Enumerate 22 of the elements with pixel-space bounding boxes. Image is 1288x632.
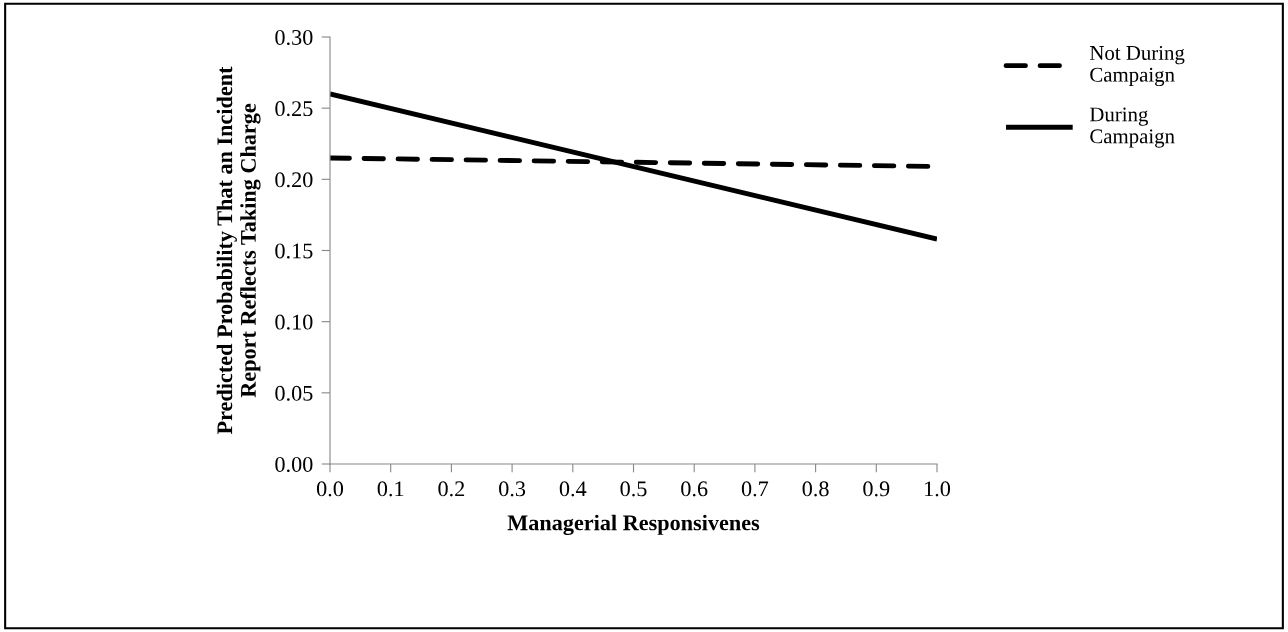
x-tick-label: 0.7 — [741, 481, 769, 497]
legend-label: During Campaign — [1089, 107, 1175, 148]
y-tick-label: 0.15 — [275, 243, 313, 259]
x-tick-label: 0.6 — [681, 481, 708, 497]
y-tick-label: 0.25 — [275, 101, 313, 117]
x-tick-label: 0.8 — [802, 481, 829, 497]
x-tick-label: 0.9 — [863, 481, 890, 497]
x-tick-label: 0.1 — [377, 481, 404, 497]
x-axis-title: Managerial Responsivenes — [507, 514, 760, 536]
x-tick-label: 1.0 — [925, 481, 951, 497]
y-tick-label: 0.00 — [275, 456, 313, 473]
x-tick-label: 0.5 — [620, 481, 647, 497]
y-axis-title: Predicted Probability That an Incident Report Reflects Taking Charge — [216, 66, 261, 435]
x-tick-label: 0.4 — [559, 481, 587, 497]
y-tick-label: 0.05 — [275, 385, 313, 401]
y-tick-label: 0.30 — [275, 29, 313, 46]
x-tick-label: 0.2 — [438, 481, 465, 497]
y-tick-label: 0.10 — [275, 314, 313, 330]
y-tick-label: 0.20 — [275, 172, 313, 188]
x-tick-label: 0.0 — [316, 481, 344, 497]
legend-label: Not During Campaign — [1089, 45, 1185, 87]
x-tick-label: 0.3 — [499, 481, 526, 497]
